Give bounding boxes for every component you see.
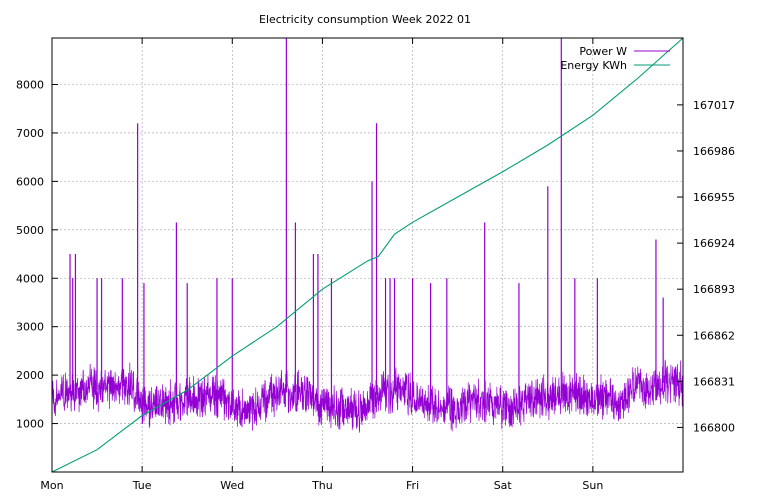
legend-label-energy: Energy KWh bbox=[560, 59, 627, 72]
x-tick-label: Sat bbox=[494, 479, 513, 492]
y-left-tick-label: 4000 bbox=[16, 272, 44, 285]
legend: Power W Energy KWh bbox=[560, 45, 670, 72]
series-layer bbox=[51, 37, 684, 473]
plot-frame bbox=[51, 37, 684, 473]
y-left-tick-label: 5000 bbox=[16, 224, 44, 237]
x-tick-label: Thu bbox=[311, 479, 333, 492]
y-right-tick-label: 167017 bbox=[693, 99, 735, 112]
x-tick-label: Tue bbox=[132, 479, 152, 492]
power-series-line bbox=[51, 359, 684, 433]
energy-series-line bbox=[51, 37, 684, 473]
grid bbox=[52, 38, 683, 472]
x-tick-label: Mon bbox=[40, 479, 63, 492]
y-left-tick-label: 8000 bbox=[16, 79, 44, 92]
legend-label-power: Power W bbox=[579, 45, 627, 58]
x-tick-label: Fri bbox=[406, 479, 419, 492]
x-tick-label: Sun bbox=[582, 479, 603, 492]
y-left-tick-label: 3000 bbox=[16, 321, 44, 334]
y-left-tick-label: 7000 bbox=[16, 127, 44, 140]
chart-title: Electricity consumption Week 2022 01 bbox=[259, 13, 471, 26]
y-right-tick-label: 166893 bbox=[693, 283, 735, 296]
y-left-tick-label: 6000 bbox=[16, 175, 44, 188]
y-left-tick-label: 2000 bbox=[16, 369, 44, 382]
y-right-tick-label: 166800 bbox=[693, 421, 735, 434]
y-right-tick-label: 166986 bbox=[693, 145, 735, 158]
y-right-tick-label: 166831 bbox=[693, 375, 735, 388]
y-right-tick-label: 166924 bbox=[693, 237, 735, 250]
x-tick-label: Wed bbox=[220, 479, 244, 492]
y-left-tick-label: 1000 bbox=[16, 418, 44, 431]
ticks: Mon Tue Wed Thu Fri Sat Sun 1000 2000 3000 4000 500… bbox=[16, 38, 735, 492]
y-right-tick-label: 166862 bbox=[693, 329, 735, 342]
y-right-tick-label: 166955 bbox=[693, 191, 735, 204]
